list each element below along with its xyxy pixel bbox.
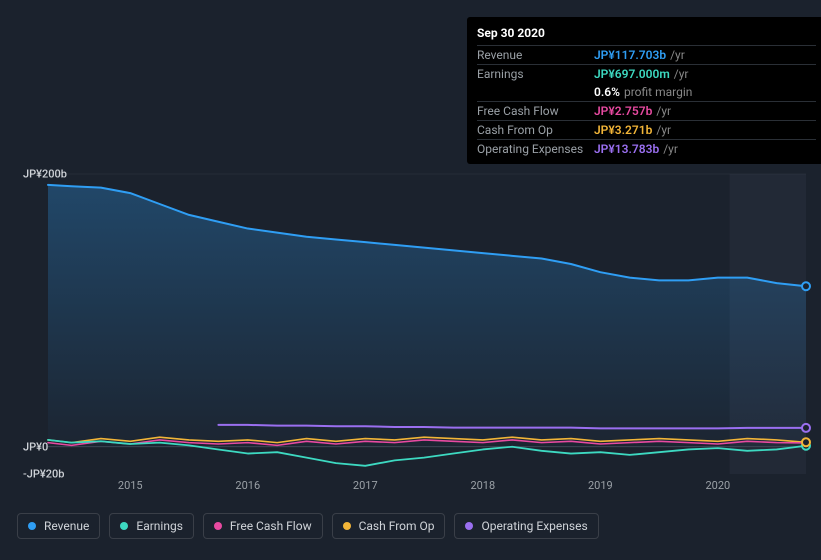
y-axis-label: -JP¥20b [23,468,64,481]
tooltip-date: Sep 30 2020 [477,23,816,45]
legend-label: Cash From Op [359,519,435,533]
tooltip-row: Cash From OpJP¥3.271b/yr [477,120,816,139]
x-axis-label: 2018 [470,479,495,492]
y-axis-label: JP¥200b [23,168,67,181]
tooltip-label [477,85,594,99]
tooltip-value: JP¥117.703b [594,48,666,62]
chart-container: Sep 30 2020 RevenueJP¥117.703b/yrEarning… [0,0,821,560]
tooltip-row: EarningsJP¥697.000m/yr [477,64,816,83]
tooltip-label: Free Cash Flow [477,104,594,118]
tooltip-label: Operating Expenses [477,142,594,156]
legend-label: Operating Expenses [481,519,587,533]
chart-legend: Revenue Earnings Free Cash Flow Cash From O… [17,513,599,539]
tooltip-row: Operating ExpensesJP¥13.783b/yr [477,139,816,158]
tooltip-unit: /yr [656,123,671,137]
legend-item[interactable]: Free Cash Flow [203,513,323,539]
legend-label: Free Cash Flow [230,519,312,533]
x-axis-label: 2016 [235,479,260,492]
x-axis-label: 2017 [353,479,378,492]
tooltip-unit: profit margin [624,85,692,99]
legend-label: Earnings [136,519,183,533]
x-axis-label: 2019 [588,479,613,492]
legend-dot [28,522,36,530]
tooltip-unit: /yr [656,104,671,118]
legend-item[interactable]: Revenue [17,513,100,539]
chart-plot [48,174,806,474]
tooltip-value: JP¥3.271b [594,123,652,137]
y-axis-label: JP¥0 [23,440,48,453]
tooltip-value: JP¥697.000m [594,67,670,81]
legend-label: Revenue [44,519,89,533]
tooltip-value: 0.6% [594,85,620,99]
legend-dot [343,522,351,530]
chart-tooltip: Sep 30 2020 RevenueJP¥117.703b/yrEarning… [467,17,821,164]
x-axis: 2015 2016 2017 2018 2019 2020 [48,479,804,494]
legend-item[interactable]: Operating Expenses [454,513,598,539]
tooltip-value: JP¥2.757b [594,104,652,118]
tooltip-unit: /yr [674,67,689,81]
tooltip-label: Revenue [477,48,594,62]
tooltip-value: JP¥13.783b [594,142,659,156]
legend-item[interactable]: Earnings [109,513,194,539]
legend-item[interactable]: Cash From Op [332,513,446,539]
legend-dot [465,522,473,530]
legend-dot [214,522,222,530]
tooltip-label: Cash From Op [477,123,594,137]
x-axis-label: 2020 [705,479,730,492]
tooltip-row: Free Cash FlowJP¥2.757b/yr [477,101,816,120]
legend-dot [120,522,128,530]
tooltip-row: 0.6% profit margin [477,83,816,101]
tooltip-label: Earnings [477,67,594,81]
tooltip-unit: /yr [670,48,685,62]
tooltip-unit: /yr [663,142,678,156]
tooltip-row: RevenueJP¥117.703b/yr [477,45,816,64]
x-axis-label: 2015 [118,479,143,492]
